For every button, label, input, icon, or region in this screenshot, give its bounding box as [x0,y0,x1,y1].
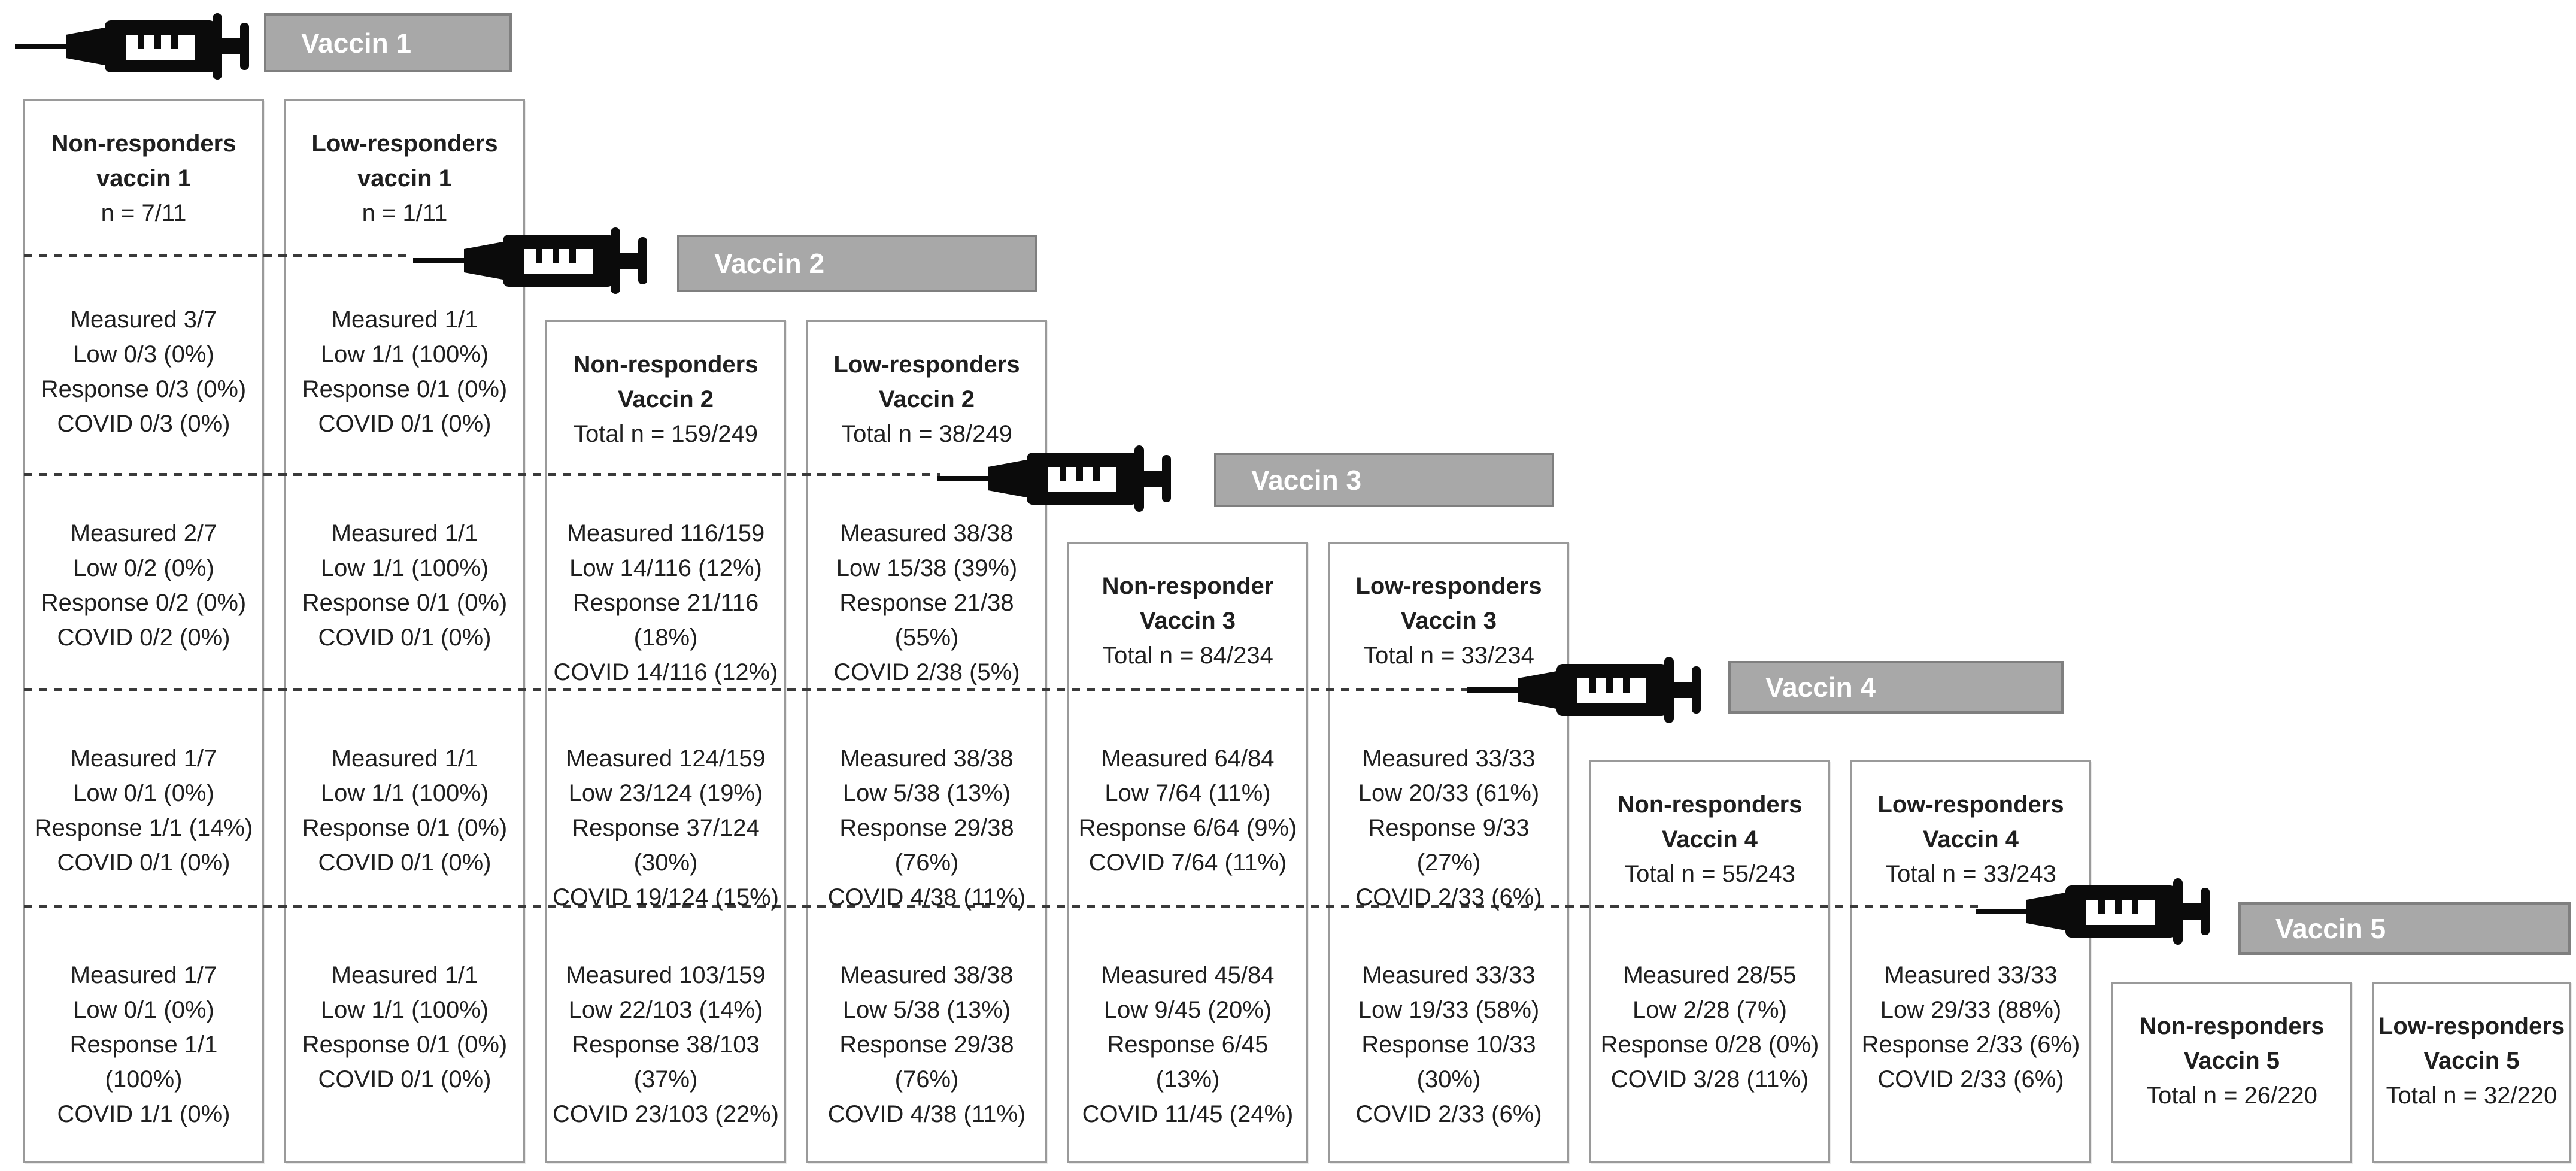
stats-cell: Measured 1/1 Low 1/1 (100%) Response 0/1… [302,745,508,876]
column-non-responders-vaccin1: Non-responders vaccin 1 n = 7/11 [23,99,264,1163]
vaccine-label-text: Vaccin 1 [301,27,412,59]
column-low-responders-vaccin5: Low-responders Vaccin 5 Total n = 32/220 [2372,982,2571,1163]
timeline-dashed-line-vaccin2 [24,254,413,257]
vaccine-label-3: Vaccin 3 [1214,453,1554,507]
stats-cell: Measured 103/159 Low 22/103 (14%) Respon… [553,962,779,1127]
column-title: Non-responders Vaccin 5 [2139,1013,2325,1074]
column-title: Non-responder Vaccin 3 [1102,573,1274,634]
column-title: Low-responders Vaccin 2 [833,351,1020,412]
column-n: Total n = 55/243 [1624,861,1795,887]
column-n: n = 7/11 [101,200,187,226]
stats-cell: Measured 2/7 Low 0/2 (0%) Response 0/2 (… [41,520,247,651]
stats-cell: Measured 1/1 Low 1/1 (100%) Response 0/1… [302,307,508,437]
stats-cell: Measured 1/1 Low 1/1 (100%) Response 0/1… [302,962,508,1093]
stats-cell: Measured 28/55 Low 2/28 (7%) Response 0/… [1600,962,1819,1093]
column-title: Non-responders Vaccin 2 [573,351,758,412]
vaccine-label-5: Vaccin 5 [2238,902,2571,955]
column-non-responder-vaccin3: Non-responder Vaccin 3 Total n = 84/234 [1067,542,1308,1163]
stats-cell: Measured 3/7 Low 0/3 (0%) Response 0/3 (… [41,307,247,437]
vaccine-label-text: Vaccin 4 [1765,672,1876,703]
column-header: Non-responders vaccin 1 n = 7/11 [25,101,262,230]
stats-cell: Measured 33/33 Low 19/33 (58%) Response … [1355,962,1542,1127]
stats-cell: Measured 1/7 Low 0/1 (0%) Response 1/1 (… [57,962,230,1127]
vaccine-label-1: Vaccin 1 [264,13,512,72]
column-header: Non-responders Vaccin 4 Total n = 55/243 [1591,762,1828,891]
column-header: Low-responders Vaccin 2 Total n = 38/249 [808,322,1045,451]
column-header: Non-responder Vaccin 3 Total n = 84/234 [1069,544,1306,673]
column-non-responders-vaccin2: Non-responders Vaccin 2 Total n = 159/24… [545,320,786,1163]
column-header: Low-responders Vaccin 4 Total n = 33/243 [1852,762,2089,891]
column-header: Low-responders vaccin 1 n = 1/11 [286,101,523,230]
vaccine-label-text: Vaccin 5 [2275,913,2386,944]
vaccine-label-4: Vaccin 4 [1728,661,2064,714]
stats-cell: Measured 124/159 Low 23/124 (19%) Respon… [553,745,779,911]
column-title: Low-responders Vaccin 4 [1877,791,2064,853]
stats-cell: Measured 33/33 Low 29/33 (88%) Response … [1861,962,2080,1093]
column-title: Low-responders vaccin 1 [311,131,498,192]
column-n: Total n = 159/249 [573,421,758,447]
column-n: Total n = 84/234 [1102,642,1273,669]
stats-cell: Measured 45/84 Low 9/45 (20%) Response 6… [1082,962,1294,1127]
column-title: Non-responders Vaccin 4 [1617,791,1803,853]
stats-cell: Measured 116/159 Low 14/116 (12%) Respon… [553,520,778,685]
vaccine-label-text: Vaccin 3 [1251,464,1362,496]
column-non-responders-vaccin4: Non-responders Vaccin 4 Total n = 55/243 [1589,760,1830,1163]
column-n: Total n = 32/220 [2386,1082,2557,1109]
timeline-dashed-line-vaccin3 [24,473,940,476]
stats-cell: Measured 1/1 Low 1/1 (100%) Response 0/1… [302,520,508,651]
column-low-responders-vaccin2: Low-responders Vaccin 2 Total n = 38/249 [806,320,1047,1163]
syringe-icon [1976,878,2210,945]
vaccine-label-2: Vaccin 2 [677,235,1037,292]
stats-cell: Measured 38/38 Low 15/38 (39%) Response … [833,520,1020,685]
column-title: Low-responders Vaccin 5 [2378,1013,2565,1074]
stats-cell: Measured 33/33 Low 20/33 (61%) Response … [1355,745,1542,911]
column-title: Non-responders vaccin 1 [51,131,236,192]
stats-cell: Measured 64/84 Low 7/64 (11%) Response 6… [1078,745,1297,876]
column-low-responders-vaccin1: Low-responders vaccin 1 n = 1/11 [284,99,525,1163]
timeline-dashed-line-vaccin4 [24,688,1470,691]
column-low-responders-vaccin4: Low-responders Vaccin 4 Total n = 33/243 [1850,760,2091,1163]
column-header: Low-responders Vaccin 3 Total n = 33/234 [1330,544,1567,673]
syringe-icon [1467,657,1701,723]
column-non-responders-vaccin5: Non-responders Vaccin 5 Total n = 26/220 [2111,982,2352,1163]
column-n: Total n = 38/249 [841,421,1012,447]
vaccine-label-text: Vaccin 2 [714,248,825,279]
column-header: Non-responders Vaccin 2 Total n = 159/24… [547,322,784,451]
stats-cell: Measured 1/7 Low 0/1 (0%) Response 1/1 (… [34,745,253,876]
syringe-icon [413,227,647,294]
timeline-dashed-line-vaccin5 [24,905,1979,908]
column-n: Total n = 33/234 [1363,642,1534,669]
syringe-icon [15,13,249,80]
stats-cell: Measured 38/38 Low 5/38 (13%) Response 2… [827,962,1026,1127]
column-header: Non-responders Vaccin 5 Total n = 26/220 [2113,984,2350,1113]
column-low-responders-vaccin3: Low-responders Vaccin 3 Total n = 33/234 [1328,542,1569,1163]
column-header: Low-responders Vaccin 5 Total n = 32/220 [2374,984,2569,1113]
column-n: Total n = 26/220 [2146,1082,2317,1109]
syringe-icon [937,445,1171,512]
column-n: n = 1/11 [362,200,448,226]
column-title: Low-responders Vaccin 3 [1355,573,1542,634]
column-n: Total n = 33/243 [1885,861,2056,887]
stats-cell: Measured 38/38 Low 5/38 (13%) Response 2… [827,745,1026,911]
